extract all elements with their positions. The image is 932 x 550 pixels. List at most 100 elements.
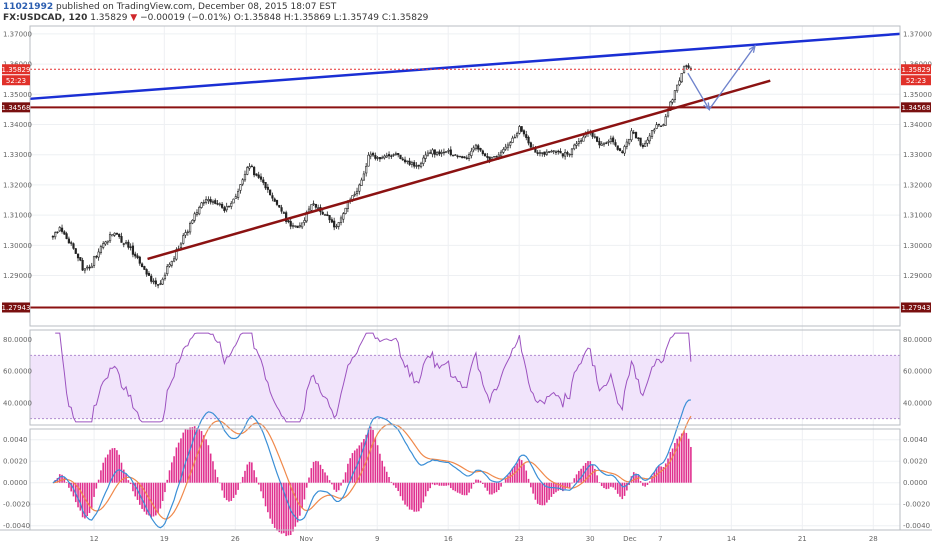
candle-body — [278, 204, 281, 208]
candle-body — [673, 90, 676, 100]
candle-body — [328, 215, 331, 221]
candle-body — [465, 157, 468, 159]
candle-body — [390, 155, 393, 157]
author-name[interactable]: 11021992 — [3, 2, 54, 12]
candle-body — [600, 143, 603, 146]
trendline-drawings[interactable] — [29, 32, 901, 309]
candle-body — [612, 137, 615, 143]
candle-body — [72, 243, 75, 249]
candle-body — [56, 231, 59, 233]
candle-body — [419, 162, 423, 168]
candle-body — [275, 200, 279, 205]
price-tick-label-left: 1.32000 — [3, 181, 32, 189]
candle-body — [106, 240, 109, 243]
rsi-tick-label-left: 60.0000 — [3, 368, 32, 376]
candle-body — [559, 151, 562, 154]
candle-body — [131, 245, 135, 255]
support-badge-left-box — [2, 302, 30, 313]
countdown-badge-right: 52:23 — [906, 77, 926, 85]
candle-body — [294, 225, 297, 227]
candle-body — [76, 253, 80, 259]
candle-body — [435, 152, 439, 155]
candle-body — [88, 266, 91, 269]
macd-tick-label-right: -0.0020 — [903, 501, 930, 509]
candle-body — [310, 204, 313, 211]
candle-body — [458, 155, 462, 158]
candle-body — [51, 236, 54, 238]
candle-body — [680, 72, 683, 83]
candle-body — [145, 269, 148, 275]
grid-lines — [30, 26, 900, 530]
candle-body — [687, 65, 690, 68]
candle-body — [120, 236, 123, 243]
candle-body — [195, 212, 199, 215]
candle-body — [330, 219, 333, 223]
candle-body — [246, 167, 249, 175]
macd-tick-label-right: -0.0040 — [903, 522, 930, 530]
candle-body — [211, 201, 215, 203]
candle-body — [497, 154, 500, 158]
time-tick-label: Nov — [299, 535, 313, 543]
arrowhead-icon — [748, 44, 756, 53]
candle-body — [678, 80, 681, 86]
candle-body — [303, 220, 306, 223]
candle-body — [81, 259, 84, 271]
candle-body — [422, 157, 425, 164]
candle-body — [408, 160, 411, 165]
candle-body — [472, 147, 475, 151]
candle-body — [602, 142, 606, 145]
candle-body — [438, 151, 441, 155]
candlestick-series — [51, 63, 692, 289]
candle-body — [355, 190, 359, 195]
candle-body — [333, 220, 336, 228]
candle-body — [449, 149, 452, 156]
candle-body — [269, 189, 272, 196]
price-tick-label-right: 1.31000 — [903, 212, 932, 220]
rsi-tick-label-left: 40.0000 — [3, 399, 32, 407]
time-tick-label: 28 — [869, 535, 878, 543]
candle-body — [239, 184, 242, 191]
candle-body — [637, 137, 640, 139]
candle-body — [104, 241, 107, 245]
candle-body — [227, 205, 231, 208]
candle-body — [266, 186, 269, 190]
maroon-trendline — [147, 79, 771, 261]
candle-body — [108, 234, 112, 242]
macd-tick-label-right: 0.0040 — [903, 436, 928, 444]
candle-body — [467, 154, 471, 159]
candle-body — [255, 173, 258, 176]
macd-tick-label-left: -0.0020 — [3, 501, 30, 509]
candle-body — [403, 159, 407, 163]
candle-body — [575, 143, 578, 146]
candle-body — [323, 214, 327, 216]
candle-body — [671, 99, 674, 103]
candle-body — [470, 150, 473, 156]
candle-body — [630, 130, 633, 141]
high-value: H:1.35869 — [283, 13, 331, 23]
symbol-label[interactable]: FX:USDCAD, 120 — [3, 13, 88, 23]
candle-body — [342, 213, 345, 220]
candle-body — [598, 140, 601, 146]
candle-body — [92, 256, 96, 266]
candle-body — [95, 256, 98, 258]
countdown-badge-left-box — [2, 75, 30, 86]
rsi-tick-label-right: 60.0000 — [903, 368, 932, 376]
price-tick-label-left: 1.29000 — [3, 272, 32, 280]
candle-body — [625, 141, 628, 147]
candle-body — [628, 138, 631, 144]
change-arrow-icon: ▼ — [130, 13, 138, 23]
candle-body — [262, 179, 265, 183]
candle-body — [365, 166, 368, 174]
candle-body — [383, 155, 386, 159]
candle-body — [353, 193, 356, 196]
time-tick-label: 12 — [90, 535, 99, 543]
candle-body — [413, 162, 416, 167]
price-panel — [29, 25, 901, 327]
candle-body — [463, 156, 466, 159]
candle-body — [54, 232, 57, 238]
candle-body — [90, 265, 93, 269]
blue-trendline — [29, 32, 901, 101]
price-tick-label-left: 1.37000 — [3, 30, 32, 38]
